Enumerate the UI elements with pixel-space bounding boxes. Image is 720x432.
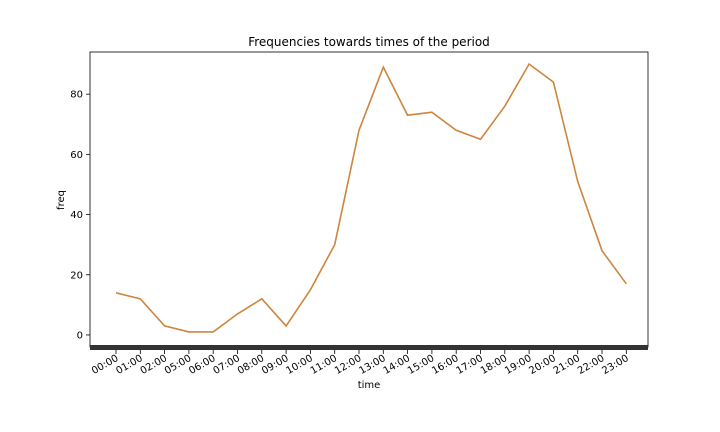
x-tick-label: 08:00: [236, 353, 266, 377]
x-tick-label: 18:00: [479, 353, 509, 377]
x-tick-label: 11:00: [309, 353, 339, 377]
bottom-axis-band: [90, 345, 648, 350]
x-tick-label: 05:00: [163, 353, 193, 377]
x-tick-label: 09:00: [260, 353, 290, 377]
x-tick-label: 02:00: [139, 353, 169, 377]
x-tick-label: 07:00: [212, 353, 242, 377]
x-tick-label: 23:00: [600, 353, 630, 377]
series-line: [115, 62, 627, 333]
x-tick-label: 06:00: [187, 353, 217, 377]
y-tick-label: 20: [70, 270, 83, 281]
x-tick-label: 20:00: [527, 353, 557, 377]
x-tick-label: 22:00: [576, 353, 606, 377]
x-tick-label: 00:00: [90, 353, 120, 377]
x-tick-label: 16:00: [430, 353, 460, 377]
x-tick-label: 21:00: [552, 353, 582, 377]
y-tick-label: 40: [70, 210, 83, 221]
x-tick-label: 12:00: [333, 353, 363, 377]
x-tick-label: 01:00: [114, 353, 144, 377]
x-axis-ticks: 00:0001:0002:0005:0006:0007:0008:0009:00…: [90, 350, 631, 377]
plot-area: [89, 51, 649, 348]
x-tick-label: 15:00: [406, 353, 436, 377]
y-axis-ticks: 0 20 40 60 80: [70, 90, 90, 341]
chart-title: Frequencies towards times of the period: [248, 35, 490, 49]
x-tick-label: 14:00: [382, 353, 412, 377]
x-tick-label: 17:00: [455, 353, 485, 377]
y-tick-label: 80: [70, 90, 83, 101]
x-tick-label: 19:00: [503, 353, 533, 377]
x-axis-label: time: [358, 380, 381, 391]
x-tick-label: 13:00: [357, 353, 387, 377]
y-tick-label: 0: [77, 330, 83, 341]
y-tick-label: 60: [70, 150, 83, 161]
x-tick-label: 10:00: [284, 353, 314, 377]
y-axis-label: freq: [56, 190, 67, 210]
